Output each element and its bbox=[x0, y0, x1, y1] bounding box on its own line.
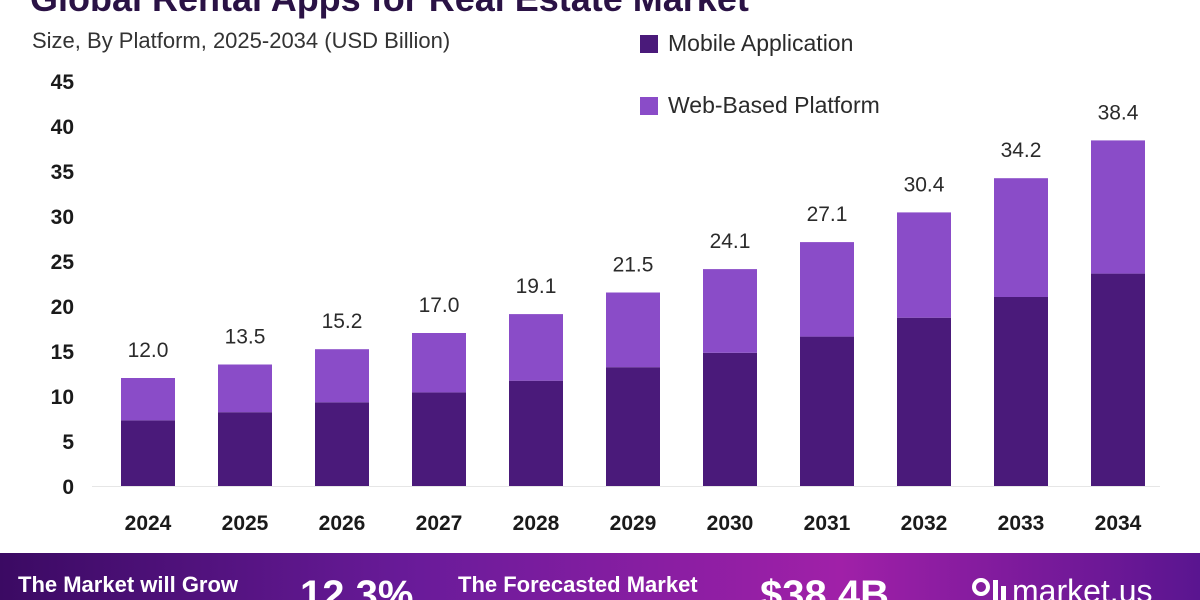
bar-web-based-platform bbox=[800, 242, 854, 337]
x-tick-label: 2024 bbox=[125, 512, 172, 535]
legend-item-web: Web-Based Platform bbox=[640, 92, 880, 119]
y-tick-label: 30 bbox=[51, 206, 74, 229]
bar-chart: 05101520253035404512.0202413.5202515.220… bbox=[51, 71, 1160, 535]
x-tick-label: 2032 bbox=[901, 512, 948, 535]
bar-web-based-platform bbox=[606, 292, 660, 368]
y-tick-label: 5 bbox=[62, 431, 74, 454]
bar-web-based-platform bbox=[218, 364, 272, 413]
bar-web-based-platform bbox=[1091, 140, 1145, 274]
bar-total-label: 19.1 bbox=[516, 275, 557, 298]
bar-total-label: 21.5 bbox=[613, 254, 654, 277]
x-tick-label: 2034 bbox=[1095, 512, 1142, 535]
x-tick-label: 2027 bbox=[416, 512, 463, 535]
bar-mobile-application bbox=[994, 297, 1048, 486]
y-tick-label: 20 bbox=[51, 296, 74, 319]
bar-mobile-application bbox=[897, 317, 951, 486]
x-tick-label: 2025 bbox=[222, 512, 269, 535]
bar-web-based-platform bbox=[703, 269, 757, 353]
bar-mobile-application bbox=[218, 412, 272, 486]
bar-web-based-platform bbox=[897, 212, 951, 318]
bar-mobile-application bbox=[412, 392, 466, 486]
footer-forecast-value: $38.4B bbox=[760, 573, 889, 600]
market-us-logo-icon bbox=[972, 578, 1006, 600]
bar-mobile-application bbox=[606, 367, 660, 486]
bar-web-based-platform bbox=[509, 314, 563, 381]
legend-item-mobile: Mobile Application bbox=[640, 30, 853, 57]
bar-total-label: 38.4 bbox=[1098, 101, 1139, 124]
bar-total-label: 27.1 bbox=[807, 203, 848, 226]
y-tick-label: 0 bbox=[62, 476, 74, 499]
legend-swatch-web bbox=[640, 96, 658, 115]
y-tick-label: 25 bbox=[51, 251, 75, 274]
y-tick-label: 15 bbox=[51, 341, 75, 364]
bar-mobile-application bbox=[121, 420, 175, 486]
x-tick-label: 2029 bbox=[610, 512, 657, 535]
legend-label-web: Web-Based Platform bbox=[668, 92, 880, 118]
bar-web-based-platform bbox=[994, 178, 1048, 297]
bar-web-based-platform bbox=[315, 349, 369, 403]
footer-grow-text: The Market will Grow bbox=[18, 572, 239, 597]
x-tick-label: 2031 bbox=[804, 512, 851, 535]
bar-web-based-platform bbox=[121, 378, 175, 421]
y-tick-label: 40 bbox=[51, 116, 74, 139]
x-tick-label: 2026 bbox=[319, 512, 366, 535]
bar-mobile-application bbox=[315, 402, 369, 486]
chart-subtitle: Size, By Platform, 2025-2034 (USD Billio… bbox=[32, 28, 451, 53]
bar-mobile-application bbox=[703, 352, 757, 486]
x-tick-label: 2033 bbox=[998, 512, 1045, 535]
bar-mobile-application bbox=[509, 380, 563, 486]
chart-title: Global Rental Apps for Real Estate Marke… bbox=[30, 0, 749, 20]
bar-mobile-application bbox=[1091, 273, 1145, 486]
legend-swatch-mobile bbox=[640, 34, 658, 53]
bar-total-label: 15.2 bbox=[322, 310, 363, 333]
x-tick-label: 2030 bbox=[707, 512, 754, 535]
bar-total-label: 12.0 bbox=[128, 339, 169, 362]
bar-total-label: 30.4 bbox=[904, 173, 945, 196]
y-tick-label: 10 bbox=[51, 386, 74, 409]
bar-total-label: 34.2 bbox=[1001, 139, 1042, 162]
x-tick-label: 2028 bbox=[513, 512, 560, 535]
footer-banner: The Market will Grow 12.3% The Forecaste… bbox=[0, 553, 1200, 600]
footer-cagr-value: 12.3% bbox=[300, 573, 414, 600]
footer-brand: market.us bbox=[1012, 573, 1153, 600]
y-tick-label: 45 bbox=[51, 71, 75, 94]
bar-web-based-platform bbox=[412, 333, 466, 393]
bar-total-label: 13.5 bbox=[225, 326, 266, 349]
legend-label-mobile: Mobile Application bbox=[668, 30, 854, 56]
y-tick-label: 35 bbox=[51, 161, 75, 184]
bar-mobile-application bbox=[800, 336, 854, 486]
bar-total-label: 17.0 bbox=[419, 294, 460, 317]
footer-forecast-text: The Forecasted Market bbox=[458, 572, 698, 597]
bar-total-label: 24.1 bbox=[710, 230, 751, 253]
